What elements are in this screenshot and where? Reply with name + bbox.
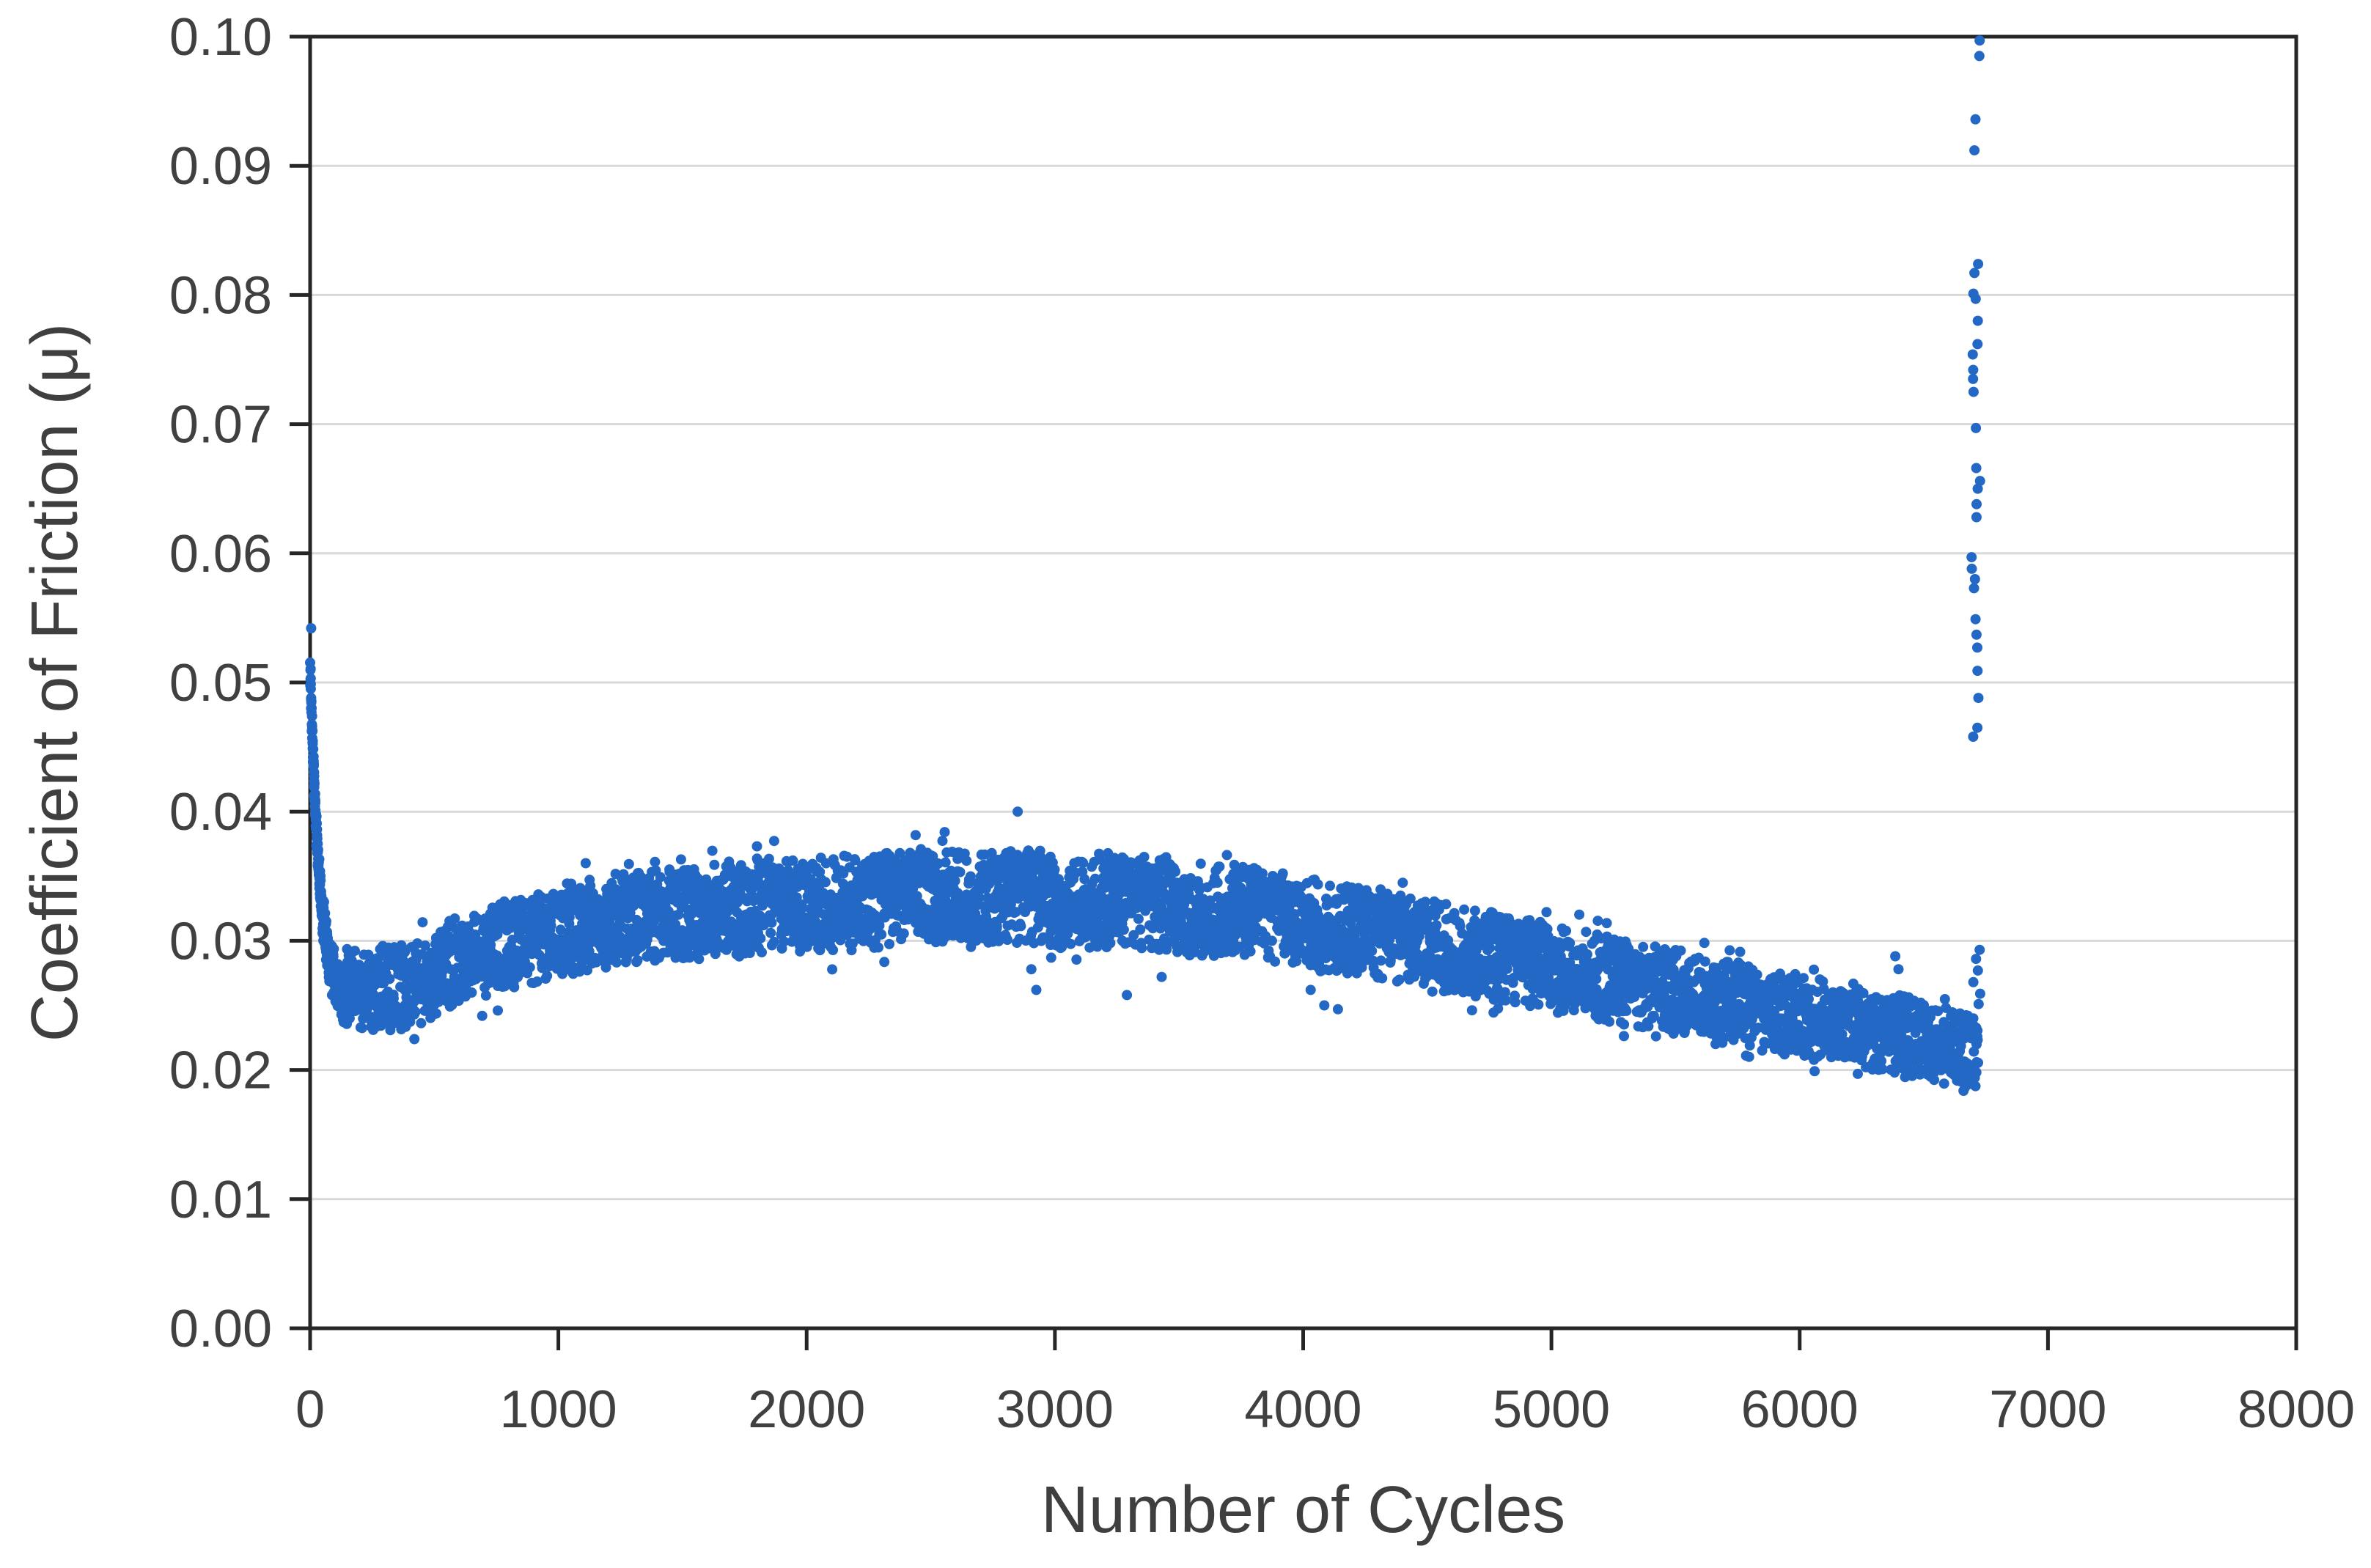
y-tick-label: 0.00 [169, 1300, 272, 1358]
x-tick-label: 6000 [1741, 1380, 1859, 1439]
x-tick-labels: 0 1000 2000 3000 4000 5000 6000 7000 8000 [295, 1380, 2355, 1439]
y-tick-label: 0.01 [169, 1171, 272, 1229]
y-tick-label: 0.04 [169, 783, 272, 842]
y-tick-labels: 0.00 0.01 0.02 0.03 0.04 0.05 0.06 0.07 0.08 0.09… [169, 8, 272, 1358]
y-tick-label: 0.06 [169, 525, 272, 584]
x-axis-title: Number of Cycles [1041, 1473, 1565, 1547]
y-tick-label: 0.03 [169, 912, 272, 971]
y-tick-label: 0.08 [169, 266, 272, 325]
x-tick-label: 7000 [1989, 1380, 2106, 1439]
y-tick-label: 0.10 [169, 8, 272, 67]
x-tick-label: 8000 [2238, 1380, 2355, 1439]
x-tick-label: 2000 [748, 1380, 865, 1439]
x-tick-label: 5000 [1493, 1380, 1610, 1439]
x-tick-label: 4000 [1244, 1380, 1361, 1439]
y-tick-label: 0.07 [169, 396, 272, 454]
x-tick-label: 1000 [500, 1380, 617, 1439]
y-tick-label: 0.02 [169, 1042, 272, 1100]
y-tick-label: 0.09 [169, 137, 272, 196]
x-tick-label: 0 [295, 1380, 325, 1439]
y-gridlines [310, 164, 2296, 1201]
y-axis-title: Coefficient of Friction (μ) [18, 323, 92, 1042]
y-tick-label: 0.05 [169, 654, 272, 713]
x-tick-label: 3000 [996, 1380, 1114, 1439]
axis-ticks [290, 34, 2298, 1350]
scatter-points [305, 35, 1985, 1096]
